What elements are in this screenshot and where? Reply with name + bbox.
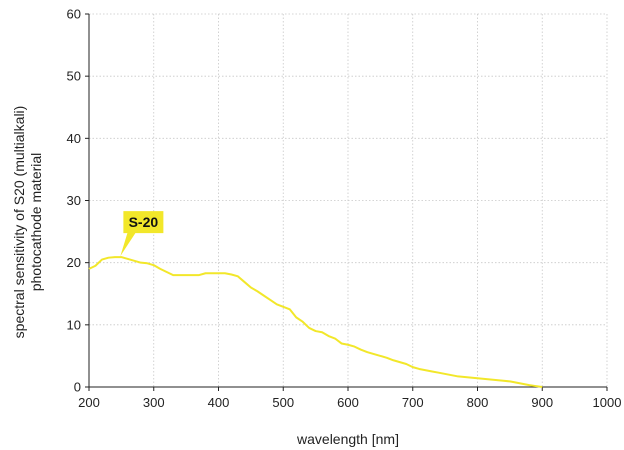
annotation-label: S-20 (129, 214, 159, 230)
grid (89, 13, 608, 387)
x-tick-label: 700 (402, 395, 424, 410)
x-tick-label: 900 (531, 395, 553, 410)
x-tick-label: 400 (208, 395, 230, 410)
y-axis-title-line-2: photocathode material (28, 153, 44, 292)
series-line-s20 (88, 256, 543, 388)
x-tick-label: 500 (272, 395, 294, 410)
y-tick-label: 20 (67, 255, 81, 270)
x-tick-label: 1000 (593, 395, 622, 410)
x-tick-label: 200 (78, 395, 100, 410)
x-axis-title: wavelength [nm] (296, 431, 399, 447)
y-axis-title: spectral sensitivity of S20 (multialkali… (11, 106, 44, 339)
y-tick-label: 40 (67, 131, 81, 146)
callout: S-20 (120, 211, 164, 257)
annotation-callout-shape (120, 211, 164, 257)
axes (85, 13, 608, 391)
x-tick-label: 800 (467, 395, 489, 410)
y-tick-label: 60 (67, 7, 81, 22)
series-layer (88, 256, 543, 388)
x-tick-labels: 200 300 400 500 600 700 800 900 1000 (78, 395, 621, 410)
y-tick-labels: 0 10 20 30 40 50 60 (67, 7, 81, 395)
x-tick-label: 300 (143, 395, 165, 410)
x-tick-label: 600 (337, 395, 359, 410)
y-tick-label: 30 (67, 193, 81, 208)
y-tick-label: 10 (67, 317, 81, 332)
y-axis-title-line-1: spectral sensitivity of S20 (multialkali… (11, 106, 27, 339)
y-tick-label: 0 (74, 380, 81, 395)
y-tick-label: 50 (67, 69, 81, 84)
